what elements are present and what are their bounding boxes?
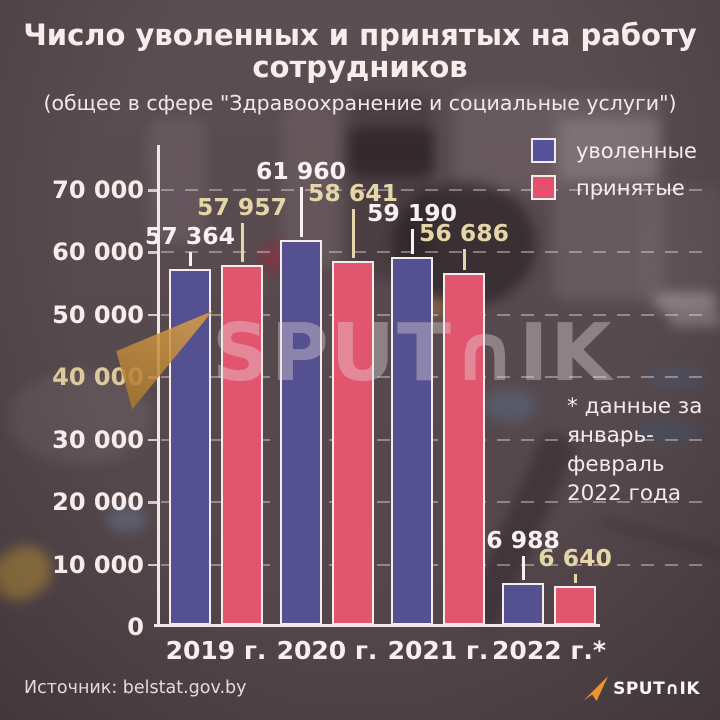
y-axis-tick-label: 0 <box>127 613 144 641</box>
vial-photo <box>350 95 432 280</box>
value-leader-line <box>300 187 303 238</box>
y-axis-tick-label: 20 000 <box>52 488 144 517</box>
gridline <box>161 313 707 316</box>
y-axis-tick-label: 70 000 <box>52 176 144 204</box>
sputnik-arrow-icon <box>583 676 609 701</box>
gridline <box>161 376 707 379</box>
value-leader-line <box>189 251 192 266</box>
y-axis-tick-label: 30 000 <box>52 425 144 454</box>
value-label-принятые: 57 957 <box>197 193 287 222</box>
value-label-уволенные: 57 364 <box>145 221 235 250</box>
gridline <box>161 251 707 254</box>
legend-label-hired: принятые <box>576 175 685 200</box>
bar-принятые <box>221 265 263 625</box>
gridline <box>161 189 707 191</box>
bar-принятые <box>332 260 374 625</box>
legend: уволенные принятые <box>531 138 697 200</box>
glass-bottle-photo <box>640 185 720 305</box>
bar-уволенные <box>502 583 544 625</box>
y-axis-tick-label: 50 000 <box>52 300 144 329</box>
y-axis-tick <box>148 563 158 567</box>
y-axis-tick <box>148 501 158 504</box>
gridline <box>161 438 707 441</box>
bar-уволенные <box>391 257 433 625</box>
value-leader-line <box>411 229 414 255</box>
y-axis-tick-label: 60 000 <box>52 238 144 267</box>
legend-swatch-dismissed <box>531 138 556 163</box>
x-axis-line <box>154 624 600 627</box>
tablet-photo <box>638 418 702 446</box>
sputnik-watermark: SPUT∩IK <box>212 307 614 399</box>
y-axis-tick <box>148 438 158 442</box>
value-label-уволенные: 61 960 <box>256 157 346 186</box>
bar-принятые <box>554 585 596 625</box>
x-axis-label: 2022 г.* <box>492 636 606 665</box>
value-leader-line <box>352 208 355 258</box>
value-label-принятые: 58 641 <box>308 178 398 207</box>
vial-photo <box>553 95 665 300</box>
legend-swatch-hired <box>531 175 556 200</box>
legend-label-dismissed: уволенные <box>576 138 697 163</box>
value-leader-line <box>522 556 525 581</box>
pill-photo <box>668 310 720 327</box>
y-axis-tick <box>148 251 158 254</box>
y-axis-tick <box>148 189 158 192</box>
x-axis-label: 2019 г. <box>165 636 267 665</box>
bar-принятые <box>443 273 485 625</box>
y-axis-line <box>157 145 160 627</box>
bar-уволенные <box>280 240 322 625</box>
value-label-уволенные: 59 190 <box>367 199 457 228</box>
sputnik-logo: SPUT∩IK <box>583 676 700 701</box>
value-label-уволенные: 6 988 <box>486 526 560 555</box>
tablet-photo <box>648 366 706 390</box>
value-label-принятые: 56 686 <box>419 219 509 248</box>
header: Число уволенных и принятых на работу сот… <box>0 18 720 115</box>
x-axis-label: 2020 г. <box>276 636 378 665</box>
chart-subtitle: (общее в сфере "Здравоохранение и социал… <box>43 90 677 115</box>
pill-photo <box>655 292 717 312</box>
value-leader-line <box>463 249 466 271</box>
source-caption: Источник: belstat.gov.by <box>24 678 247 698</box>
x-axis-label: 2021 г. <box>387 636 489 665</box>
footnote: * данные за январь- февраль 2022 года <box>567 394 703 506</box>
tablet-photo <box>106 506 146 532</box>
value-leader-line <box>241 223 244 263</box>
gridline <box>161 501 707 504</box>
value-label-принятые: 6 640 <box>538 543 612 572</box>
sputnik-logo-text: SPUT∩IK <box>613 678 700 699</box>
value-leader-line <box>574 573 577 583</box>
chart-title: Число уволенных и принятых на работу сот… <box>23 18 697 84</box>
vial-cap-photo <box>348 128 434 176</box>
tablet-photo <box>482 388 537 422</box>
legend-item-hired: принятые <box>531 175 697 200</box>
y-axis-tick <box>148 313 158 317</box>
gridline <box>161 563 707 566</box>
legend-item-dismissed: уволенные <box>531 138 697 163</box>
y-axis-tick-label: 10 000 <box>52 550 144 579</box>
vial-cap-photo <box>560 118 658 180</box>
